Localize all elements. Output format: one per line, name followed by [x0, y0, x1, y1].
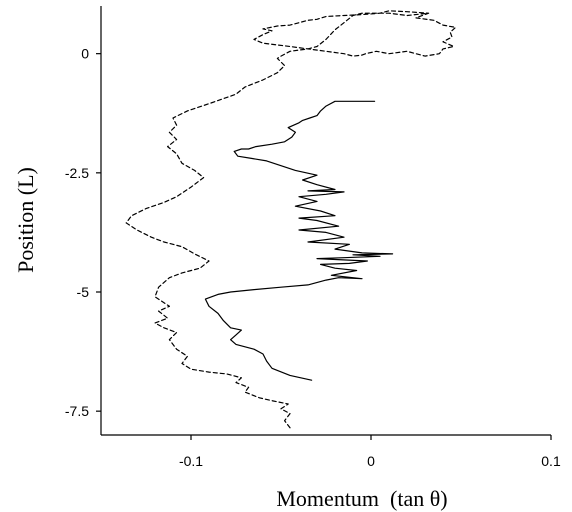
- y-tick-label: -7.5: [65, 403, 89, 419]
- x-tick-label: 0.1: [541, 453, 561, 469]
- series-layer: [125, 10, 457, 429]
- x-tick-label: -0.1: [179, 453, 203, 469]
- x-axis-title: Momentum (tan θ): [276, 486, 447, 511]
- y-tick-label: 0: [81, 46, 89, 62]
- y-axis-title: Position (L): [13, 167, 38, 273]
- x-tick-label: 0: [367, 453, 375, 469]
- x-axis-ticks: -0.1 0 0.1: [179, 435, 561, 469]
- plot-area: [125, 10, 457, 429]
- dashed-trajectory-line: [125, 10, 457, 429]
- y-tick-label: -2.5: [65, 165, 89, 181]
- y-tick-label: -5: [77, 284, 90, 300]
- y-axis-ticks: 0 -2.5 -5 -7.5: [65, 46, 101, 419]
- solid-trajectory-line: [204, 100, 394, 381]
